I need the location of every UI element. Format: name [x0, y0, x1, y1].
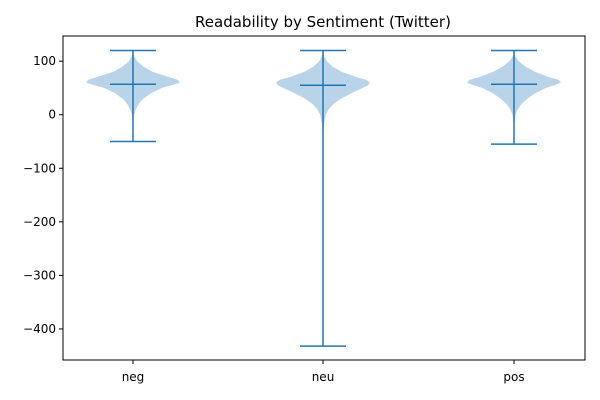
y-tick-label: 100	[33, 54, 56, 68]
x-tick-label: neu	[312, 370, 335, 384]
y-tick-label: −100	[23, 161, 56, 175]
y-axis: 100 0 −100 −200 −300 −400	[23, 54, 63, 336]
axes-frame	[62, 35, 586, 361]
y-tick-label: −300	[23, 268, 56, 282]
violins-layer	[86, 49, 561, 347]
y-tick-label: −200	[23, 215, 56, 229]
chart-title: Readability by Sentiment (Twitter)	[195, 13, 451, 31]
x-tick-label: neg	[122, 370, 145, 384]
x-tick-label: pos	[503, 370, 524, 384]
x-axis: neg neu pos	[122, 360, 525, 384]
y-tick-label: −400	[23, 322, 56, 336]
y-tick-label: 0	[48, 108, 56, 122]
